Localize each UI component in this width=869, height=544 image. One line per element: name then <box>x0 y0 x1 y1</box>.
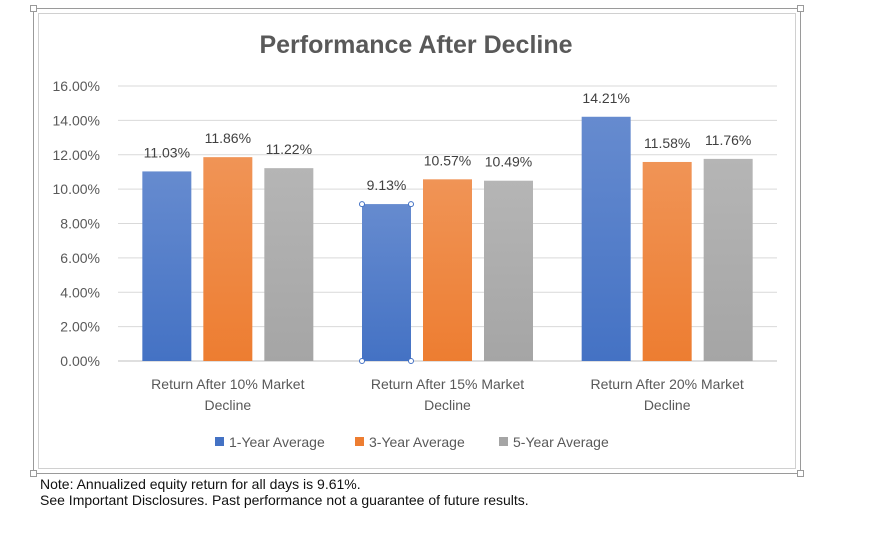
bar[interactable] <box>264 168 314 361</box>
bar[interactable] <box>203 157 253 361</box>
selection-handle[interactable] <box>408 201 414 208</box>
legend-item[interactable]: 1-Year Average <box>215 434 325 450</box>
legend-swatch <box>499 437 508 446</box>
data-labels: 11.03% 11.86% 11.22% 9.13% 10.57% 10.49% 14.21… <box>144 90 752 193</box>
data-label: 11.03% <box>144 144 190 160</box>
data-label: 10.49% <box>485 154 532 170</box>
bar[interactable] <box>484 180 533 361</box>
resize-handle-top-right[interactable] <box>797 5 804 12</box>
bar[interactable] <box>703 158 753 361</box>
x-category-label: Return After 20% Market <box>591 376 744 392</box>
legend-swatch <box>215 437 224 446</box>
data-label: 11.86% <box>205 130 251 146</box>
x-category-label: Return After 10% Market <box>151 376 304 392</box>
legend-label: 3-Year Average <box>369 434 465 450</box>
bar[interactable] <box>142 171 192 361</box>
y-tick-label: 4.00% <box>60 284 100 300</box>
x-axis-category-labels: Return After 10% Market Decline Return Aft… <box>151 376 744 413</box>
bar[interactable] <box>642 161 692 361</box>
selection-handle[interactable] <box>359 201 365 208</box>
note-line-2: See Important Disclosures. Past performa… <box>40 492 529 508</box>
y-tick-label: 16.00% <box>53 78 100 94</box>
legend: 1-Year Average 3-Year Average 5-Year Avera… <box>215 434 609 450</box>
bar[interactable] <box>362 204 411 361</box>
chart-notes: Note: Annualized equity return for all d… <box>40 476 529 508</box>
y-tick-label: 14.00% <box>53 112 100 128</box>
y-axis-tick-labels: 0.00% 2.00% 4.00% 6.00% 8.00% 10.00% 12.00% 14.… <box>53 78 100 369</box>
data-label: 10.57% <box>424 152 471 168</box>
legend-item[interactable]: 3-Year Average <box>355 434 465 450</box>
data-label: 9.13% <box>367 177 407 193</box>
data-label: 11.76% <box>705 132 751 148</box>
data-label: 14.21% <box>582 90 629 106</box>
x-category-label: Decline <box>204 397 251 413</box>
legend-label: 1-Year Average <box>229 434 325 450</box>
note-line-1: Note: Annualized equity return for all d… <box>40 476 361 492</box>
data-label: 11.58% <box>644 135 690 151</box>
x-category-label: Decline <box>644 397 691 413</box>
x-category-label: Decline <box>424 397 471 413</box>
selection-handle[interactable] <box>408 358 414 364</box>
chart-title: Performance After Decline <box>259 31 572 59</box>
resize-handle-bottom-right[interactable] <box>797 470 804 477</box>
y-tick-label: 12.00% <box>53 147 100 163</box>
resize-handle-top-left[interactable] <box>30 5 37 12</box>
bars <box>142 116 753 364</box>
data-label: 11.22% <box>266 141 312 157</box>
y-tick-label: 6.00% <box>60 250 100 266</box>
bar-chart[interactable]: Performance After Decline 0.00% 2.00% 4.00… <box>0 0 869 476</box>
bar[interactable] <box>423 179 472 361</box>
y-tick-label: 0.00% <box>60 353 100 369</box>
y-tick-label: 8.00% <box>60 216 100 232</box>
x-category-label: Return After 15% Market <box>371 376 524 392</box>
y-tick-label: 10.00% <box>53 181 100 197</box>
chart-area-border <box>38 13 796 469</box>
legend-label: 5-Year Average <box>513 434 609 450</box>
legend-item[interactable]: 5-Year Average <box>499 434 609 450</box>
bar[interactable] <box>581 116 631 361</box>
selection-handle[interactable] <box>359 358 365 364</box>
resize-handle-bottom-left[interactable] <box>30 470 37 477</box>
y-tick-label: 2.00% <box>60 319 100 335</box>
legend-swatch <box>355 437 364 446</box>
